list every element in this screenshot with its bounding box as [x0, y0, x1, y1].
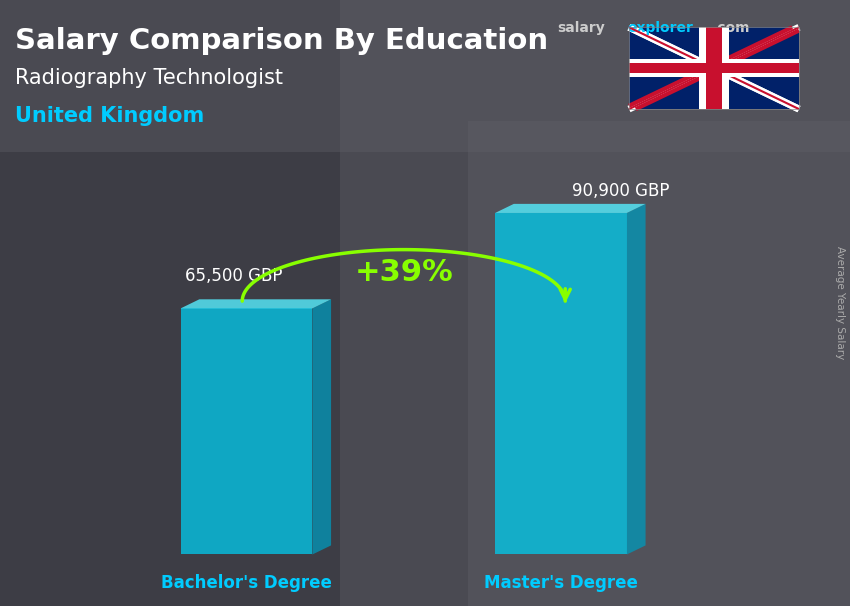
Polygon shape — [313, 299, 331, 554]
Text: 65,500 GBP: 65,500 GBP — [185, 267, 282, 285]
Text: explorer: explorer — [627, 21, 693, 35]
Text: Radiography Technologist: Radiography Technologist — [15, 68, 283, 88]
Text: Average Yearly Salary: Average Yearly Salary — [835, 247, 845, 359]
Polygon shape — [180, 299, 331, 308]
Bar — [629, 63, 799, 73]
Polygon shape — [180, 308, 313, 554]
Bar — [0, 0, 340, 606]
Bar — [699, 27, 729, 109]
Text: Salary Comparison By Education: Salary Comparison By Education — [15, 27, 548, 55]
Text: 90,900 GBP: 90,900 GBP — [572, 182, 669, 199]
Text: Master's Degree: Master's Degree — [484, 574, 638, 592]
Polygon shape — [626, 204, 645, 554]
Bar — [706, 27, 722, 109]
Text: United Kingdom: United Kingdom — [15, 106, 205, 126]
Bar — [468, 121, 850, 606]
Text: +39%: +39% — [354, 258, 453, 287]
Bar — [0, 0, 850, 152]
Text: Bachelor's Degree: Bachelor's Degree — [161, 574, 332, 592]
Polygon shape — [495, 213, 626, 554]
Text: .com: .com — [712, 21, 750, 35]
Bar — [629, 59, 799, 77]
Polygon shape — [495, 204, 645, 213]
Text: salary: salary — [557, 21, 604, 35]
Polygon shape — [629, 27, 799, 109]
